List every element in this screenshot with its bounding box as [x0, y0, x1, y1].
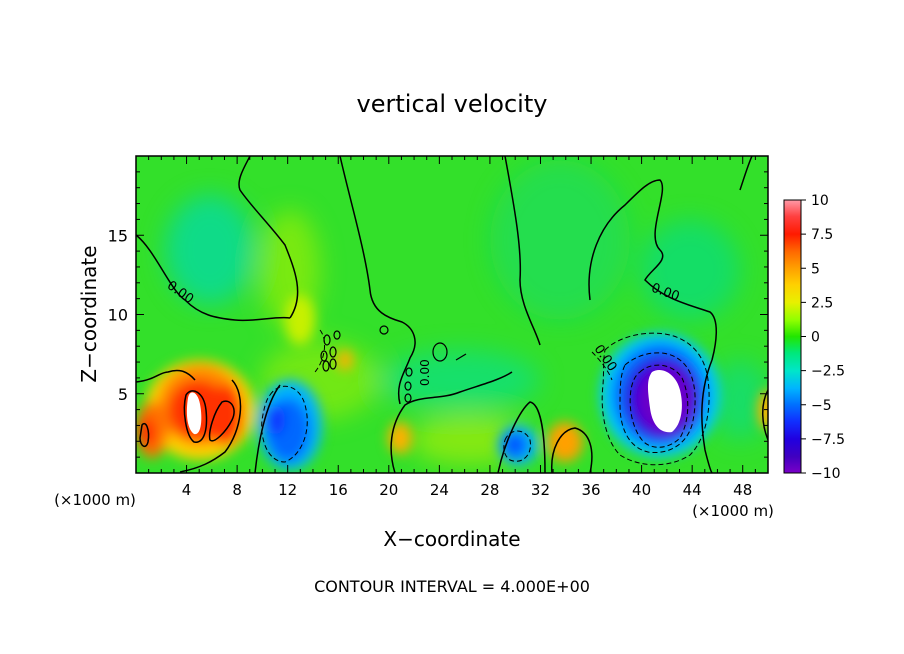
colorbar-gradient	[783, 199, 802, 474]
x-tick-label: 28	[480, 481, 499, 499]
x-tick-label: 16	[329, 481, 348, 499]
colorbar-label: −5	[811, 398, 832, 414]
colorbar-label: 5	[811, 261, 820, 277]
y-axis-label: Z−coordinate	[77, 245, 101, 382]
x-tick-label: 48	[733, 481, 752, 499]
x-axis-label: X−coordinate	[383, 527, 520, 551]
x-tick-label: 40	[632, 481, 651, 499]
x-tick-label: 36	[581, 481, 600, 499]
x-tick-label: 32	[531, 481, 550, 499]
colorbar-label: −7.5	[811, 432, 845, 448]
x-axis: 4 8 12 16 20 24 28 32 36 40 44 48	[148, 156, 756, 499]
x-tick-label: 24	[430, 481, 449, 499]
colorbar-label: 2.5	[811, 295, 833, 311]
x-units-right: (×1000 m)	[692, 502, 774, 520]
colorbar-label: −10	[811, 466, 841, 482]
colorbar: 10 7.5 5 2.5 0 −2.5 −5 −7.5 −10	[783, 193, 845, 482]
chart-title: vertical velocity	[357, 90, 548, 118]
x-tick-label: 4	[182, 481, 192, 499]
colorbar-ticks: 10 7.5 5 2.5 0 −2.5 −5 −7.5 −10	[801, 193, 845, 482]
contour-label: 0.00	[418, 359, 432, 386]
y-axis: 5 10 15	[108, 171, 768, 458]
contour-interval-footer: CONTOUR INTERVAL = 4.000E+00	[314, 577, 590, 596]
y-tick-label: 10	[108, 306, 128, 325]
heatmap-field	[136, 156, 768, 473]
x-tick-label: 20	[379, 481, 398, 499]
colorbar-label: 10	[811, 193, 829, 209]
x-tick-label: 44	[683, 481, 702, 499]
x-tick-label: 12	[278, 481, 297, 499]
colorbar-label: 7.5	[811, 227, 833, 243]
x-tick-label: 8	[232, 481, 242, 499]
y-tick-label: 5	[118, 385, 128, 404]
colorbar-label: 0	[811, 330, 820, 346]
x-units-left: (×1000 m)	[54, 491, 136, 509]
y-tick-label: 15	[108, 226, 128, 245]
colorbar-label: −2.5	[811, 364, 845, 380]
